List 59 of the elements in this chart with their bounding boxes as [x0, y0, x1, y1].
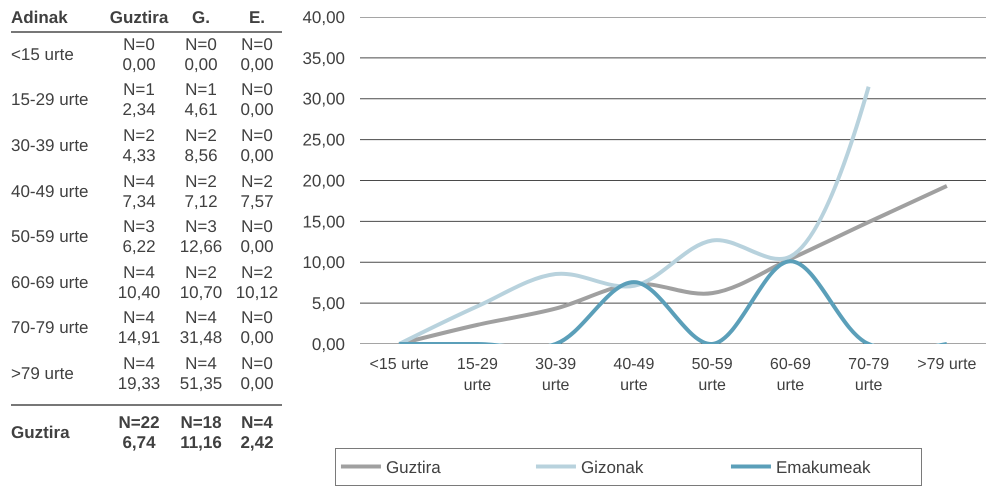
- text: N=0 0,00: [183, 34, 219, 76]
- y-tick-label: 0,00: [312, 334, 345, 354]
- x-tick-label: 60-69 urte: [770, 356, 811, 394]
- text: N=2 8,56: [183, 124, 219, 167]
- category-label: 40-49 urte: [11, 182, 88, 201]
- text: N=0 0,00: [239, 34, 275, 76]
- y-tick-label: 30,00: [302, 90, 345, 109]
- text: G.: [170, 4, 232, 32]
- y-tick-label: 25,00: [302, 130, 345, 150]
- text: N=0 0,00: [239, 79, 275, 122]
- legend-label: Gizonak: [580, 458, 644, 478]
- legend-label: Guztira: [386, 458, 442, 478]
- text: N=4 7,34: [121, 170, 157, 213]
- y-tick-label: 5,00: [312, 294, 345, 314]
- x-tick-label: 30-39 urte: [535, 356, 576, 394]
- text: N=1 2,34: [121, 79, 157, 122]
- text: N=4 51,35: [178, 352, 224, 395]
- text: N=4 31,48: [178, 307, 224, 350]
- text: N=4 19,33: [116, 352, 162, 395]
- x-tick-label: >79 urte: [917, 356, 977, 373]
- x-tick-label: <15 urte: [370, 356, 429, 373]
- text: N=2 4,33: [121, 124, 157, 167]
- text: N=18 11,16: [170, 404, 232, 461]
- legend-label: Emakumeak: [776, 458, 871, 478]
- category-label: 30-39 urte: [11, 136, 88, 155]
- text: E.: [232, 4, 282, 32]
- y-tick-label: 40,00: [302, 8, 345, 27]
- y-tick-label: 20,00: [302, 171, 345, 190]
- text: Adinak: [11, 4, 108, 32]
- text: N=0 0,00: [239, 216, 275, 258]
- x-tick-label: 15-29 urte: [456, 356, 498, 394]
- text: N=1 4,61: [183, 79, 219, 122]
- text: N=4 14,91: [116, 307, 162, 350]
- y-tick-label: 10,00: [302, 253, 345, 272]
- category-label: <15 urte: [11, 45, 74, 64]
- text: N=4 10,40: [116, 262, 162, 304]
- text: N=2 7,57: [239, 170, 275, 213]
- text: N=0 0,00: [239, 307, 275, 350]
- text: N=0 0,00: [121, 34, 157, 76]
- text: N=3 12,66: [178, 216, 224, 258]
- x-tick-label: 70-79 urte: [848, 356, 890, 394]
- x-tick-label: 40-49 urte: [613, 356, 654, 394]
- category-label: 60-69 urte: [11, 272, 88, 292]
- category-label: 15-29 urte: [11, 90, 88, 110]
- category-label: 50-59 urte: [11, 227, 88, 246]
- category-label: 70-79 urte: [11, 318, 88, 338]
- text: N=3 6,22: [121, 216, 157, 258]
- text: N=4 2,42: [232, 404, 282, 461]
- text: N=2 10,12: [234, 262, 280, 304]
- text: Guztira: [11, 404, 108, 461]
- y-tick-label: 35,00: [302, 48, 345, 68]
- y-tick-label: 15,00: [302, 212, 345, 232]
- text: N=2 7,12: [183, 170, 219, 213]
- x-tick-label: 50-59 urte: [692, 356, 733, 394]
- text: N=0 0,00: [239, 352, 275, 395]
- text: N=0 0,00: [239, 124, 275, 167]
- text: N=22 6,74: [108, 404, 170, 461]
- text: N=2 10,70: [178, 262, 224, 304]
- text: Guztira: [108, 4, 170, 32]
